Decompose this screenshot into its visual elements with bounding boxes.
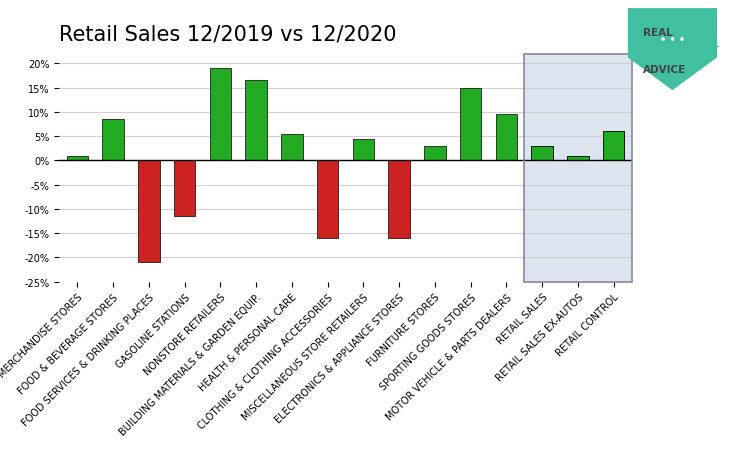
Text: ADVICE: ADVICE (643, 65, 686, 75)
Bar (567, 156, 588, 161)
Bar (567, 156, 588, 161)
Polygon shape (628, 9, 717, 91)
Bar (525, 55, 632, 282)
Bar (525, 55, 632, 282)
Bar (460, 88, 481, 161)
Bar (603, 132, 624, 161)
Text: REAL: REAL (643, 28, 672, 38)
Bar (389, 161, 410, 238)
Bar (281, 135, 302, 161)
Bar (103, 120, 124, 161)
Bar (531, 147, 553, 161)
Bar (138, 161, 160, 263)
Bar (210, 69, 231, 161)
Bar (531, 147, 553, 161)
Bar (603, 132, 624, 161)
Text: INVESTMENT: INVESTMENT (643, 46, 718, 56)
Bar (245, 81, 267, 161)
Bar (353, 139, 374, 161)
Bar (424, 147, 446, 161)
Text: • • •: • • • (660, 35, 685, 45)
Bar (496, 115, 517, 161)
Text: Retail Sales 12/2019 vs 12/2020: Retail Sales 12/2019 vs 12/2020 (59, 25, 397, 45)
Bar (67, 156, 88, 161)
Bar (174, 161, 195, 217)
Bar (317, 161, 338, 238)
